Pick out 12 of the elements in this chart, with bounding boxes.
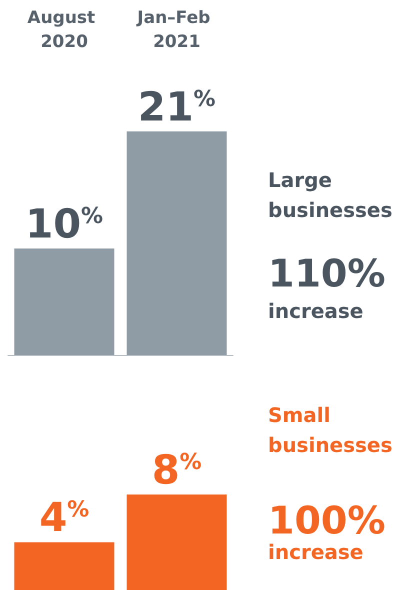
text: increase — [268, 540, 364, 564]
data-label: 4% — [39, 495, 90, 542]
data-label: 21% — [138, 84, 216, 130]
text: 100% — [268, 498, 386, 542]
x-tick-label: Jan–Feb 2021 — [136, 8, 216, 52]
text: increase — [268, 299, 364, 323]
text: Large businesses — [268, 168, 392, 222]
data-label: 8% — [152, 447, 202, 494]
x-tick-label: August 2020 — [27, 8, 102, 52]
text: Small businesses — [268, 403, 392, 457]
text: 110% — [268, 252, 386, 296]
data-label: 10% — [25, 201, 104, 248]
